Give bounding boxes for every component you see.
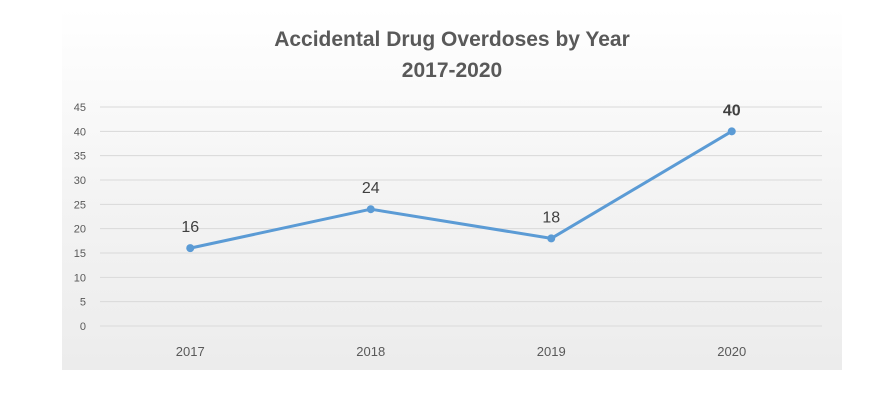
data-label: 24 — [362, 180, 380, 197]
y-axis-ticks: 0 5 10 15 20 25 30 35 40 45 — [74, 102, 86, 333]
data-point — [727, 127, 736, 136]
data-point — [547, 234, 556, 243]
data-label: 40 — [723, 102, 741, 119]
y-tick-label: 30 — [74, 175, 86, 187]
y-tick-label: 35 — [74, 151, 86, 163]
series-line — [188, 129, 734, 250]
data-point — [186, 244, 195, 253]
x-tick-label: 2020 — [717, 344, 746, 359]
x-tick-label: 2018 — [356, 344, 385, 359]
chart-title: Accidental Drug Overdoses by Year 2017-2… — [62, 24, 842, 86]
x-tick-label: 2017 — [176, 344, 205, 359]
y-tick-label: 25 — [74, 199, 86, 211]
y-tick-label: 45 — [74, 102, 86, 114]
y-tick-label: 10 — [74, 272, 86, 284]
data-point — [366, 205, 375, 214]
y-tick-label: 15 — [74, 248, 86, 260]
x-tick-label: 2019 — [537, 344, 566, 359]
y-tick-label: 0 — [80, 321, 86, 333]
data-labels: 16 24 18 40 — [181, 102, 740, 236]
data-label: 18 — [542, 209, 560, 226]
x-axis-ticks: 2017 2018 2019 2020 — [176, 344, 746, 359]
y-tick-label: 5 — [80, 297, 86, 309]
data-label: 16 — [181, 219, 199, 236]
chart-title-line1: Accidental Drug Overdoses by Year — [274, 28, 630, 51]
y-tick-label: 40 — [74, 126, 86, 138]
chart-subtitle: 2017-2020 — [401, 59, 503, 82]
series-layer — [186, 127, 736, 253]
gridlines — [100, 106, 822, 327]
y-tick-label: 20 — [74, 224, 86, 236]
chart-area — [62, 8, 842, 370]
